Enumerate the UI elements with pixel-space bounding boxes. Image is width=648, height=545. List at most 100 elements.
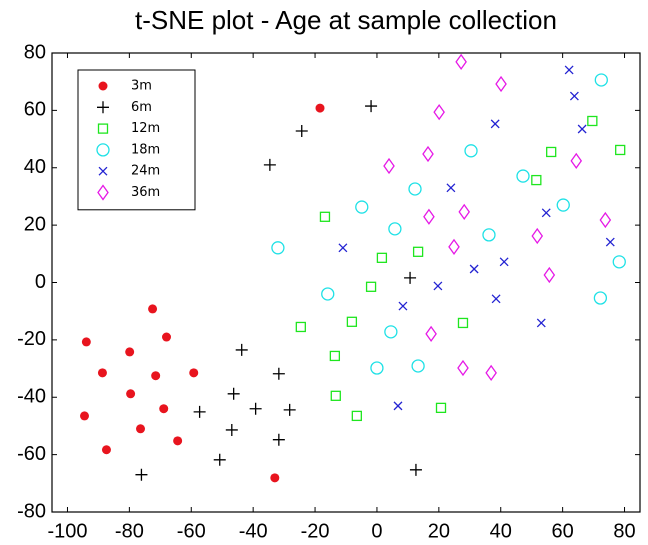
point — [412, 246, 424, 257]
point — [411, 359, 425, 373]
legend-label: 12m — [131, 121, 160, 136]
point — [433, 281, 443, 291]
point — [272, 433, 285, 446]
point — [446, 183, 456, 193]
point — [570, 152, 583, 169]
point — [605, 237, 615, 247]
point — [482, 228, 496, 242]
point — [564, 65, 574, 75]
point — [365, 100, 378, 113]
point — [376, 252, 388, 263]
legend-marker — [97, 123, 109, 134]
point — [126, 389, 136, 399]
point — [193, 405, 206, 418]
point — [384, 325, 398, 339]
x-tick-label: -100 — [47, 520, 87, 542]
x-tick-label: -40 — [239, 520, 268, 542]
point — [491, 294, 501, 304]
point — [409, 463, 422, 476]
point — [516, 169, 530, 183]
point — [398, 301, 408, 311]
y-tick-label: -20 — [17, 328, 46, 350]
point — [457, 359, 469, 377]
point — [404, 271, 417, 284]
point — [599, 211, 612, 229]
x-tick-label: 60 — [552, 520, 574, 542]
point — [249, 402, 262, 415]
point — [270, 473, 280, 483]
point — [531, 174, 542, 186]
x-tick-label: -20 — [301, 520, 330, 542]
point — [464, 144, 478, 158]
point — [422, 145, 434, 163]
point — [227, 387, 240, 400]
y-tick-label: -40 — [17, 386, 46, 408]
x-tick-label: 40 — [490, 520, 512, 542]
point — [97, 368, 107, 378]
point — [383, 157, 395, 175]
point — [136, 424, 146, 434]
point — [370, 361, 384, 375]
point — [541, 208, 551, 218]
point — [435, 402, 447, 414]
point — [448, 238, 460, 256]
x-tick-label: -80 — [115, 520, 144, 542]
y-tick-label: -80 — [17, 500, 46, 522]
y-tick-label: 80 — [24, 41, 46, 63]
point — [393, 401, 403, 411]
point — [457, 317, 469, 329]
x-tick-label: 20 — [428, 520, 450, 542]
point — [159, 404, 169, 414]
point — [577, 124, 587, 134]
point — [569, 91, 579, 101]
point — [338, 243, 348, 253]
y-tick-label: 20 — [24, 213, 46, 235]
legend-box — [77, 69, 196, 211]
point — [162, 332, 172, 342]
legend-label: 24m — [131, 164, 160, 179]
point — [388, 222, 402, 236]
point — [346, 316, 358, 327]
point — [329, 350, 341, 362]
legend-label: 3m — [131, 79, 152, 94]
point — [173, 436, 183, 446]
point — [81, 337, 91, 347]
point — [355, 200, 369, 214]
point — [615, 144, 626, 156]
point — [433, 103, 445, 121]
point — [321, 287, 335, 301]
y-tick-label: 0 — [35, 271, 46, 293]
point — [546, 146, 557, 158]
point — [235, 343, 248, 356]
point — [495, 75, 507, 93]
legend-label: 36m — [131, 185, 160, 200]
legend-marker — [97, 101, 109, 114]
point — [365, 281, 377, 292]
point — [295, 125, 308, 138]
x-tick-label: 0 — [371, 520, 382, 542]
point — [263, 158, 276, 171]
point — [536, 318, 546, 328]
point — [79, 411, 89, 421]
point — [425, 325, 437, 342]
point — [351, 410, 362, 422]
point — [499, 257, 509, 267]
point — [458, 203, 471, 221]
point — [213, 453, 226, 466]
point — [148, 304, 158, 314]
point — [272, 367, 285, 380]
chart-title: t-SNE plot - Age at sample collection — [135, 5, 557, 35]
point — [151, 371, 161, 381]
point — [469, 264, 479, 274]
legend-marker — [98, 166, 108, 176]
point — [455, 53, 467, 71]
legend: 3m 6m 12m 18m 24m 36m — [77, 69, 196, 211]
point — [423, 208, 435, 225]
point — [593, 291, 608, 305]
y-tick-label: -60 — [17, 443, 46, 465]
point — [408, 182, 422, 196]
point — [125, 347, 135, 357]
legend-marker — [97, 184, 109, 201]
point — [556, 198, 570, 212]
